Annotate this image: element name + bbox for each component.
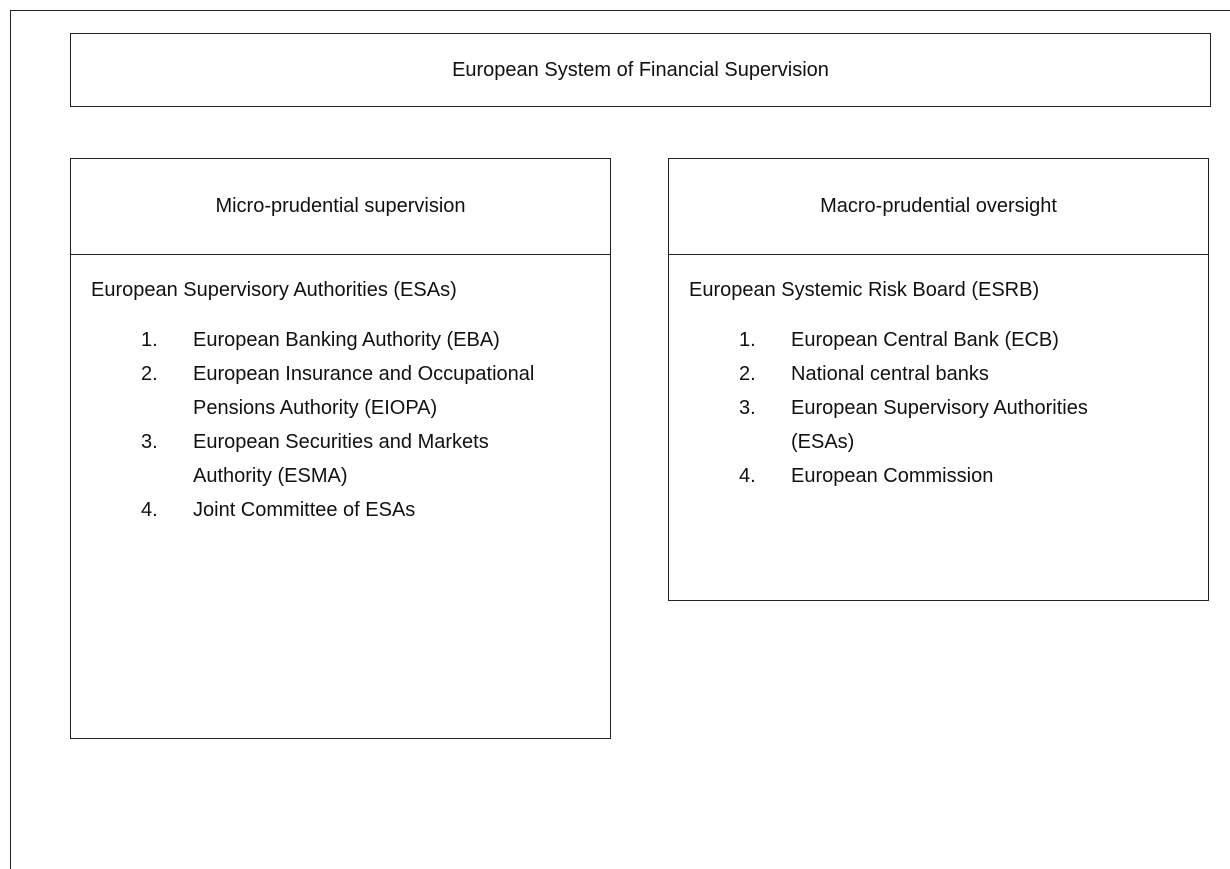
item-number: 4.	[739, 465, 756, 487]
list-item: 2. National central banks	[739, 357, 1188, 391]
body-title: European Supervisory Authorities (ESAs)	[91, 279, 457, 301]
list-item: 3. European Supervisory Authorities (ESAs…	[739, 391, 1188, 459]
item-number: 1.	[141, 329, 158, 351]
item-number: 3.	[141, 431, 158, 453]
column-box: Macro-prudential oversight European Syste…	[668, 158, 1209, 601]
column-body: European Systemic Risk Board (ESRB) 1. Eur…	[669, 255, 1208, 493]
item-text: European Supervisory Authorities (ESAs)	[791, 397, 1088, 453]
item-number: 2.	[141, 363, 158, 385]
item-list: 1. European Central Bank (ECB) 2. National …	[689, 323, 1188, 493]
item-number: 4.	[141, 499, 158, 521]
list-item: 4. European Commission	[739, 459, 1188, 493]
item-text: European Insurance and Occupational Pens…	[193, 363, 535, 419]
title-box: European System of Financial Supervision	[70, 33, 1211, 107]
title: European System of Financial Supervision	[452, 58, 829, 81]
column-header: Micro-prudential supervision	[71, 159, 610, 255]
item-text: European Central Bank (ECB)	[791, 329, 1059, 351]
body-title: European Systemic Risk Board (ESRB)	[689, 279, 1040, 301]
item-number: 3.	[739, 397, 756, 419]
list-item: 2. European Insurance and Occupational Pe…	[141, 357, 590, 425]
item-text: Joint Committee of ESAs	[193, 499, 416, 521]
list-item: 4. Joint Committee of ESAs	[141, 493, 590, 527]
item-text: National central banks	[791, 363, 989, 385]
column-header: Macro-prudential oversight	[669, 159, 1208, 255]
list-item: 1. European Central Bank (ECB)	[739, 323, 1188, 357]
item-number: 2.	[739, 363, 756, 385]
item-number: 1.	[739, 329, 756, 351]
outer-frame	[10, 10, 1230, 869]
column-heading: Macro-prudential oversight	[820, 195, 1057, 217]
item-list: 1. European Banking Authority (EBA) 2. Euro…	[91, 323, 590, 527]
column-heading: Micro-prudential supervision	[215, 195, 466, 217]
list-item: 1. European Banking Authority (EBA)	[141, 323, 590, 357]
item-text: European Securities and Markets Authorit…	[193, 431, 489, 487]
item-text: European Commission	[791, 465, 994, 487]
column-body: European Supervisory Authorities (ESAs) 1…	[71, 255, 610, 527]
column-box: Micro-prudential supervision European Sup…	[70, 158, 611, 739]
item-text: European Banking Authority (EBA)	[193, 329, 500, 351]
list-item: 3. European Securities and Markets Author…	[141, 425, 590, 493]
